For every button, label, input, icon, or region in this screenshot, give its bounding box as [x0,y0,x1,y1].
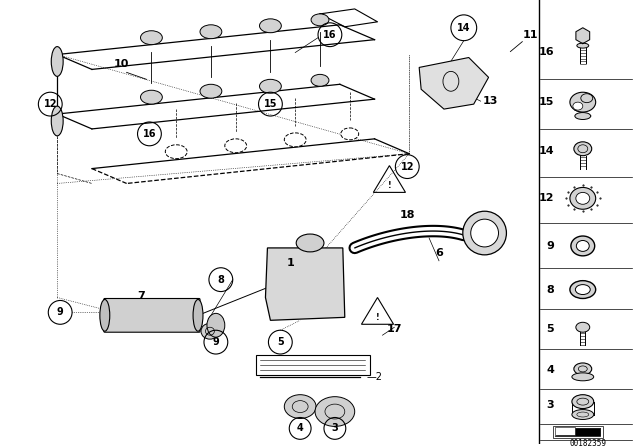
Ellipse shape [572,373,594,381]
Ellipse shape [100,299,110,331]
Text: 7: 7 [138,292,145,302]
Text: !: ! [376,313,380,322]
Ellipse shape [165,145,187,159]
Text: 00182359: 00182359 [569,439,606,448]
Ellipse shape [284,133,306,147]
Text: !: ! [388,181,391,190]
FancyBboxPatch shape [104,298,200,332]
Text: 6: 6 [435,248,443,258]
Polygon shape [419,57,488,109]
Ellipse shape [141,31,163,45]
Ellipse shape [570,187,596,209]
Text: 17: 17 [387,324,402,334]
Text: 10: 10 [114,60,129,69]
Text: 8: 8 [547,284,554,295]
Polygon shape [255,355,369,375]
Ellipse shape [572,395,594,409]
Polygon shape [266,248,345,320]
Bar [553,426,603,438]
Text: 11: 11 [522,30,538,40]
Text: 5: 5 [547,324,554,334]
Text: 13: 13 [483,96,498,106]
Ellipse shape [207,313,225,337]
Ellipse shape [193,299,203,331]
Ellipse shape [315,396,355,426]
Text: 4: 4 [546,365,554,375]
Text: 14: 14 [538,146,554,156]
Text: 12: 12 [538,194,554,203]
Text: 16: 16 [143,129,156,139]
Ellipse shape [141,90,163,104]
Ellipse shape [574,142,592,156]
Ellipse shape [200,25,222,39]
Text: 9: 9 [212,337,220,347]
Ellipse shape [575,112,591,120]
Polygon shape [555,428,601,436]
Ellipse shape [284,395,316,418]
Text: 9: 9 [546,241,554,251]
Ellipse shape [51,47,63,76]
Circle shape [471,219,499,247]
Ellipse shape [311,14,329,26]
Ellipse shape [259,19,282,33]
Ellipse shape [575,284,590,294]
Ellipse shape [341,128,358,140]
Text: 16: 16 [538,47,554,56]
Text: 14: 14 [457,23,470,33]
Circle shape [463,211,506,255]
Text: 12: 12 [401,162,414,172]
Text: 16: 16 [323,30,337,40]
Polygon shape [576,28,589,43]
Text: 3: 3 [332,423,339,433]
Ellipse shape [570,92,596,112]
Ellipse shape [296,234,324,252]
Ellipse shape [574,363,592,375]
Text: 5: 5 [277,337,284,347]
Text: —2: —2 [367,372,383,382]
Ellipse shape [572,409,594,419]
Text: 4: 4 [297,423,303,433]
Text: 3: 3 [547,400,554,409]
Ellipse shape [225,139,246,153]
Text: 12: 12 [44,99,57,109]
Ellipse shape [570,280,596,298]
Ellipse shape [200,84,222,98]
Polygon shape [555,427,575,435]
Text: 18: 18 [399,210,415,220]
Text: 9: 9 [57,307,63,317]
Ellipse shape [576,322,589,332]
Text: 1: 1 [286,258,294,268]
Ellipse shape [577,43,589,48]
Ellipse shape [311,74,329,86]
Ellipse shape [51,106,63,136]
Text: 15: 15 [264,99,277,109]
Text: 8: 8 [218,275,224,284]
Text: 15: 15 [539,97,554,107]
Ellipse shape [573,102,583,110]
Ellipse shape [577,241,589,251]
Ellipse shape [576,192,589,204]
Ellipse shape [259,79,282,93]
Ellipse shape [571,236,595,256]
Ellipse shape [201,323,219,339]
